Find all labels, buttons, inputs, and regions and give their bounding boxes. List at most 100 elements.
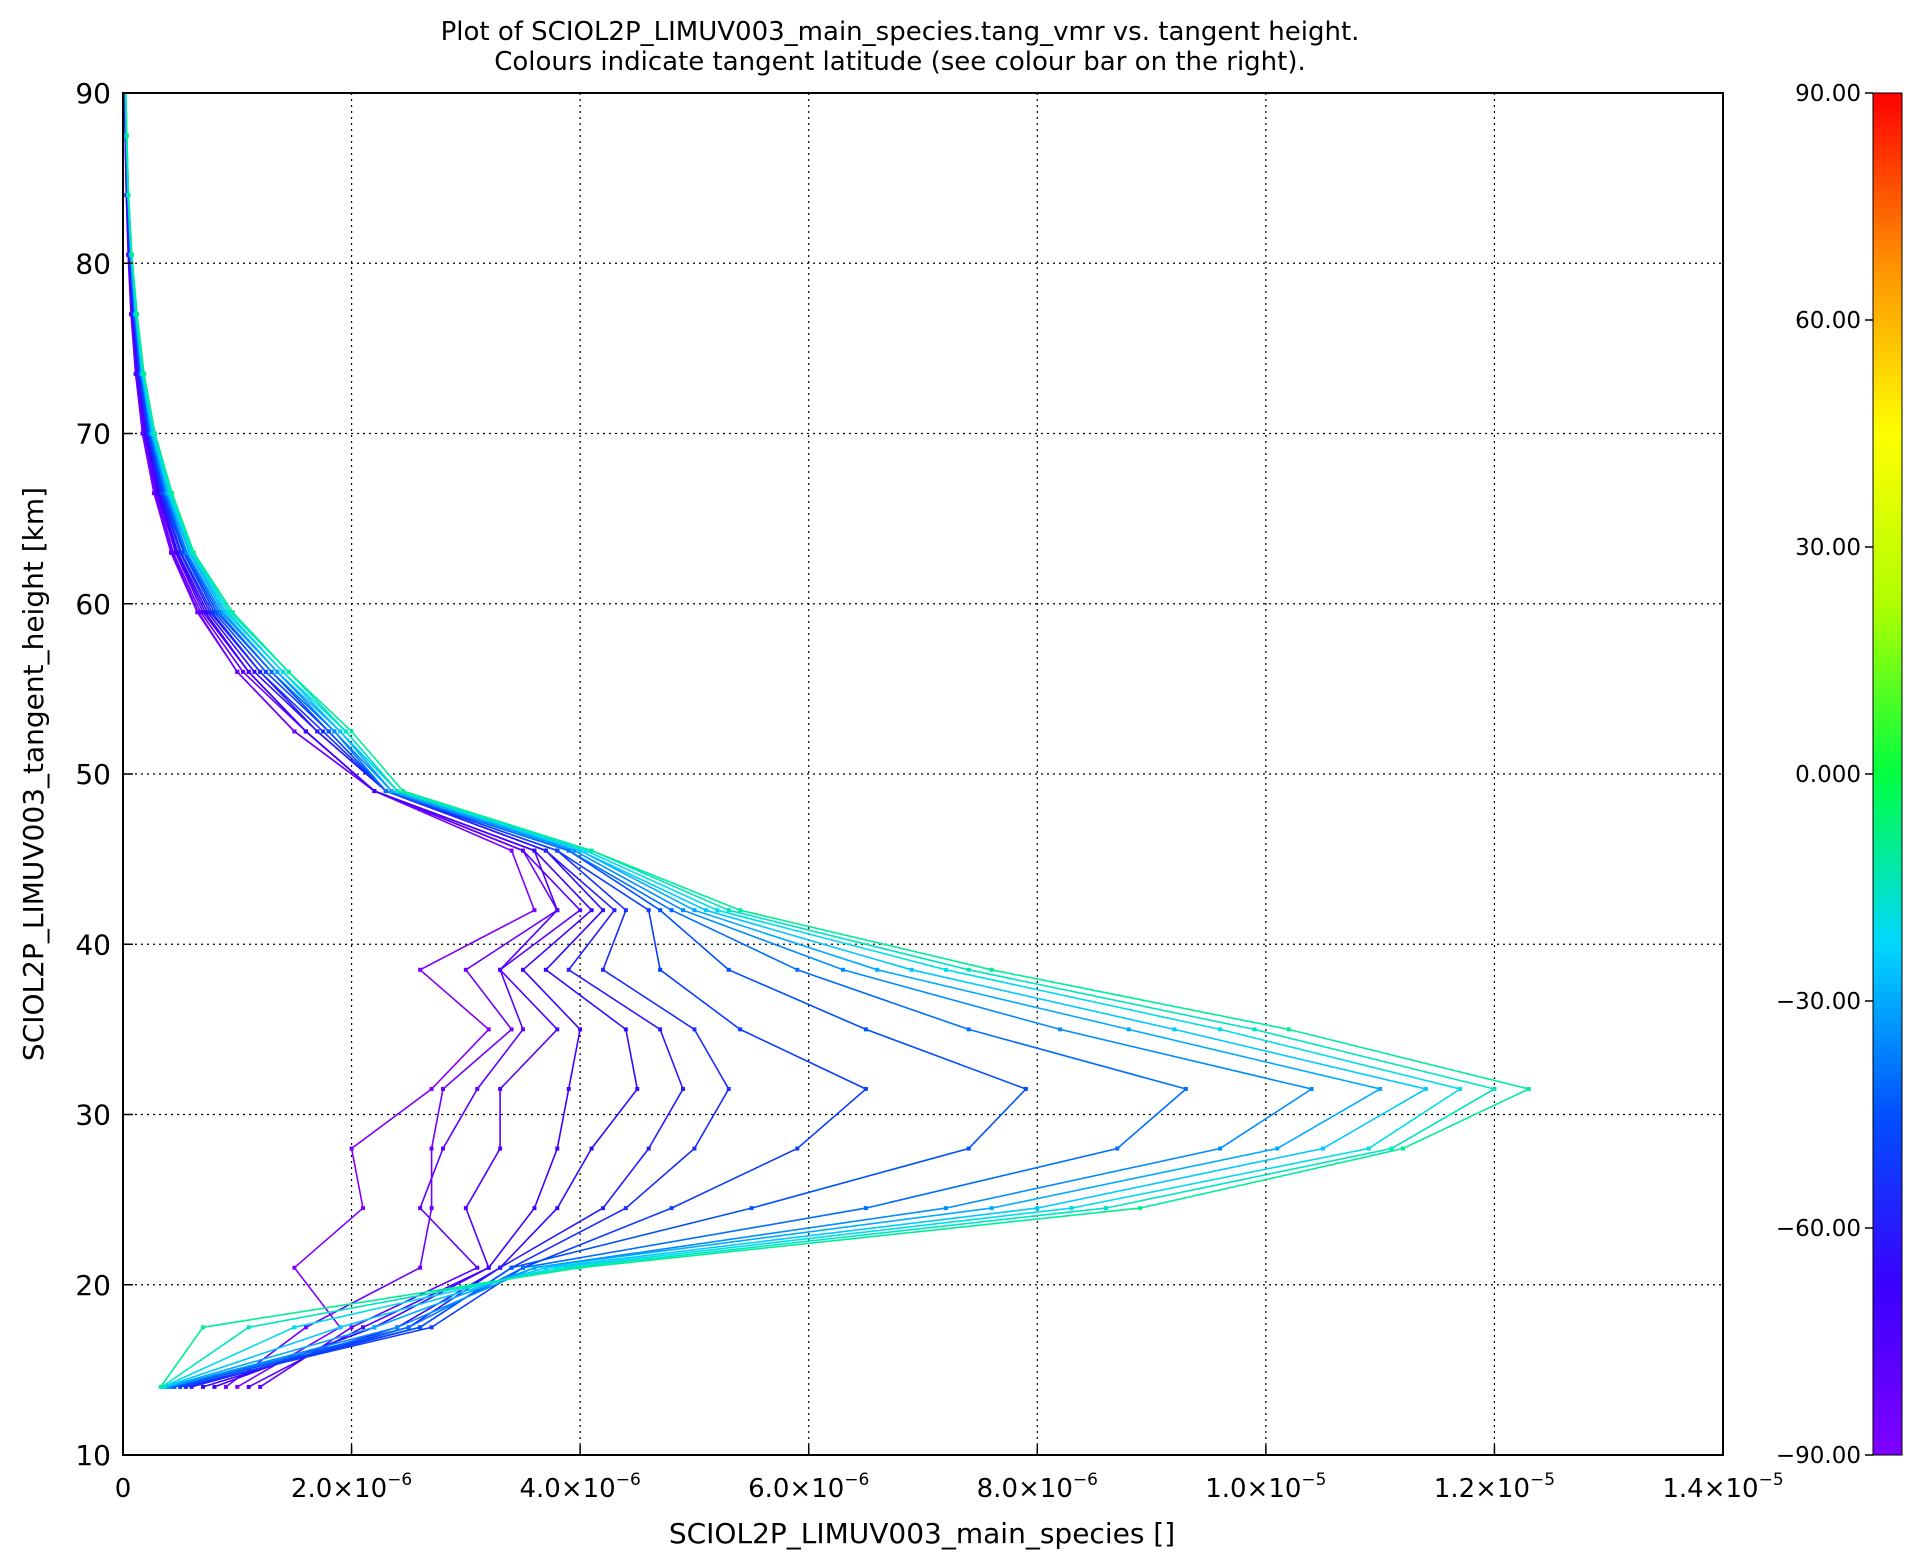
profile-series	[123, 74, 868, 1389]
x-axis-label: SCIOL2P_LIMUV003_main_species []	[669, 1517, 1175, 1550]
chart-title: Plot of SCIOL2P_LIMUV003_main_species.ta…	[441, 17, 1360, 47]
profile-point	[623, 1206, 628, 1211]
profile-point	[395, 1325, 400, 1330]
profile-point	[509, 1027, 514, 1032]
x-tick-label: 2.0×10−6	[291, 1470, 412, 1504]
profile-point	[429, 1206, 434, 1211]
profile-point	[172, 1384, 177, 1389]
profile-line	[124, 93, 593, 1388]
profile-point	[214, 610, 219, 615]
profile-point	[406, 1325, 411, 1330]
profile-point	[122, 74, 126, 78]
profile-point	[532, 1265, 537, 1270]
profile-point	[349, 1325, 354, 1330]
profile-point	[966, 1146, 971, 1151]
profile-point	[589, 848, 594, 853]
profile-point	[135, 312, 140, 317]
profile-point	[486, 1265, 491, 1270]
x-tick-label: 0	[115, 1474, 132, 1504]
profile-point	[749, 1206, 754, 1211]
profile-point	[1069, 1206, 1074, 1211]
profile-point	[521, 1265, 525, 1270]
profile-point	[521, 967, 525, 972]
profile-point	[509, 848, 514, 853]
profile-point	[1058, 1027, 1063, 1032]
profile-point	[658, 908, 663, 913]
profile-point	[235, 669, 240, 674]
profile-point	[601, 1206, 605, 1211]
profile-point	[123, 74, 127, 78]
profile-point	[207, 610, 212, 615]
profile-point	[349, 729, 354, 734]
grid-lines	[123, 93, 1723, 1455]
profile-point	[179, 550, 184, 555]
profile-point	[521, 848, 525, 853]
y-tick-label: 90	[75, 77, 111, 110]
profile-point	[123, 74, 127, 78]
profile-point	[418, 1206, 423, 1211]
y-tick-label: 10	[75, 1439, 111, 1472]
profile-point	[681, 908, 685, 913]
profile-point	[123, 74, 127, 78]
profile-point	[1183, 1086, 1188, 1091]
profile-point	[738, 1027, 743, 1032]
x-tick-exponent: −6	[1073, 1470, 1098, 1490]
profile-point	[235, 1384, 240, 1389]
profile-point	[669, 908, 674, 913]
profile-point	[246, 1325, 251, 1330]
profile-point	[321, 729, 325, 734]
profile-point	[123, 74, 127, 78]
profile-point	[429, 1325, 434, 1330]
profile-point	[646, 1146, 651, 1151]
profile-point	[123, 74, 127, 78]
y-tick-label: 60	[75, 588, 111, 621]
profile-point	[123, 74, 127, 78]
profile-line	[124, 93, 1028, 1388]
profile-point	[521, 1027, 525, 1032]
profile-point	[201, 1325, 205, 1330]
profile-line	[124, 93, 1314, 1388]
profile-point	[909, 967, 914, 972]
profile-line	[124, 93, 1429, 1388]
profile-point	[692, 1027, 697, 1032]
profile-point	[989, 967, 994, 972]
profile-point	[122, 74, 126, 78]
profile-point	[228, 610, 233, 615]
profile-point	[863, 1086, 868, 1091]
profile-line	[124, 93, 1463, 1388]
profile-point	[1321, 1146, 1325, 1151]
profile-point	[389, 789, 394, 794]
profile-point	[441, 1146, 445, 1151]
profile-point	[123, 74, 127, 78]
profile-point	[332, 729, 337, 734]
profile-point	[1218, 1146, 1223, 1151]
x-tick-exponent: −5	[1759, 1470, 1784, 1490]
profile-point	[572, 848, 577, 853]
profile-series	[123, 74, 1383, 1389]
profile-point	[578, 1027, 583, 1032]
profile-point	[223, 610, 228, 615]
profile-point	[183, 1384, 188, 1389]
profile-point	[258, 1384, 263, 1389]
profile-line	[124, 93, 639, 1388]
profile-point	[795, 967, 800, 972]
profile-point	[646, 908, 651, 913]
profile-point	[875, 967, 880, 972]
profile-point	[178, 1384, 183, 1389]
profile-point	[122, 74, 126, 78]
profile-point	[401, 789, 405, 794]
profile-point	[158, 1384, 163, 1389]
profile-point	[123, 74, 127, 78]
profile-point	[123, 74, 127, 78]
profile-point	[601, 908, 605, 913]
profile-point	[205, 610, 210, 615]
profile-point	[292, 1325, 297, 1330]
chart-subtitle: Colours indicate tangent latitude (see c…	[494, 47, 1306, 77]
profile-point	[475, 1265, 480, 1270]
profile-point	[383, 789, 388, 794]
profile-point	[566, 848, 571, 853]
data-series	[122, 74, 1532, 1389]
profile-point	[1423, 1086, 1428, 1091]
profile-point	[498, 1086, 503, 1091]
